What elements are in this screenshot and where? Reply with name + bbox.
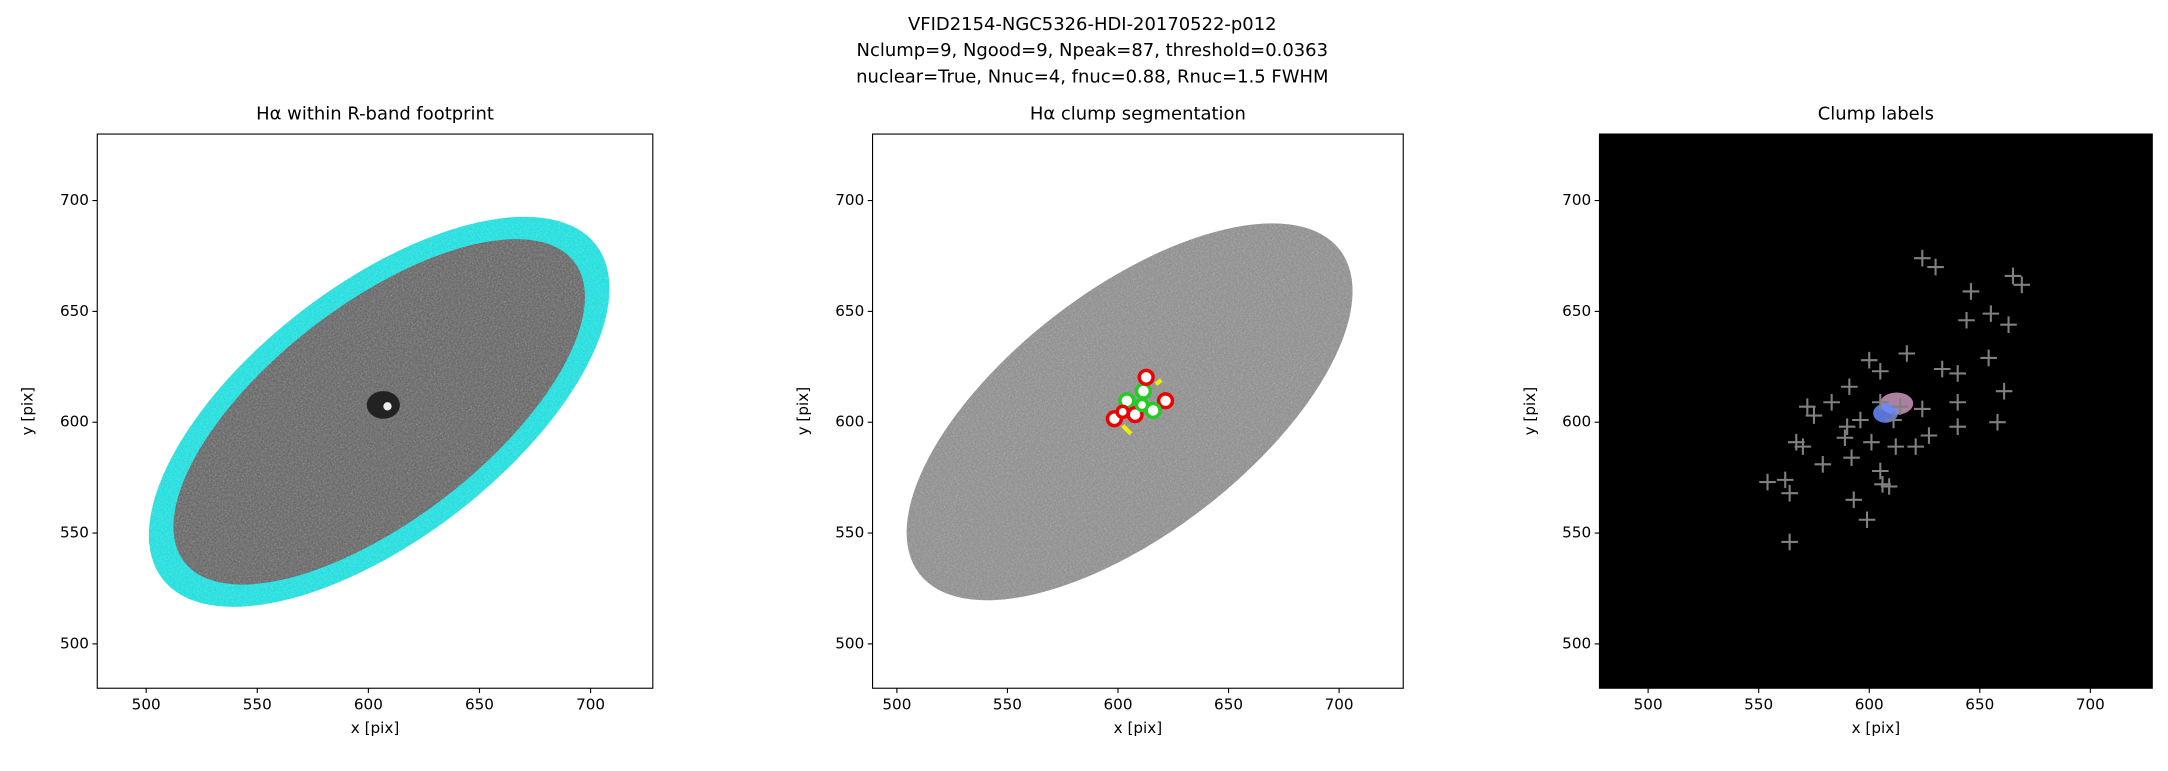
peak-marker — [1874, 475, 1891, 493]
y-tick-label: 650 — [60, 302, 89, 320]
peak-marker — [1872, 462, 1889, 480]
axes-frame — [872, 133, 1404, 689]
peak-marker — [1843, 449, 1860, 466]
peak-marker — [1858, 511, 1876, 529]
panel-title: Hα within R-band footprint — [256, 104, 494, 125]
x-axis-label: x [pix] — [1114, 719, 1163, 737]
peak-marker — [1838, 418, 1856, 435]
y-tick-label: 600 — [60, 413, 89, 431]
axes-frame — [1598, 133, 2153, 689]
peak-marker — [1949, 393, 1966, 411]
peak-marker — [1962, 283, 1980, 300]
y-tick-label: 700 — [1562, 191, 1591, 209]
peak-marker — [1863, 433, 1880, 451]
y-tick-label: 550 — [835, 524, 864, 542]
peak-marker — [1841, 378, 1858, 396]
peak-marker — [1907, 438, 1924, 455]
x-tick-label: 550 — [993, 695, 1022, 713]
y-axis-label: y [pix] — [19, 387, 37, 436]
peak-marker — [2000, 316, 2017, 333]
y-axis-label: y [pix] — [794, 387, 812, 436]
peak-marker — [1989, 413, 2006, 431]
x-tick-label: 600 — [354, 695, 383, 713]
y-tick-label: 500 — [60, 634, 89, 652]
y-tick-label: 500 — [1562, 634, 1591, 652]
x-tick-label: 700 — [576, 695, 605, 713]
peak-marker — [1885, 411, 1902, 429]
x-tick-label: 500 — [882, 695, 911, 713]
y-tick-label: 600 — [835, 413, 864, 431]
peak-marker — [1823, 393, 1840, 411]
peak-marker — [1949, 365, 1966, 382]
x-tick-label: 700 — [1325, 695, 1354, 713]
axes-frame — [96, 133, 654, 689]
peak-marker — [1852, 411, 1869, 429]
peak-marker — [1958, 311, 1975, 329]
peak-marker — [1980, 349, 1997, 367]
figure-title: Nclump=9, Ngood=9, Npeak=87, threshold=0… — [857, 40, 1328, 61]
peak-marker — [2004, 267, 2022, 285]
x-tick-label: 500 — [1634, 695, 1663, 713]
y-tick-label: 500 — [835, 634, 864, 652]
peak-marker — [1933, 360, 1951, 378]
peak-marker — [1949, 418, 1966, 435]
y-tick-label: 700 — [835, 191, 864, 209]
y-tick-label: 550 — [60, 524, 89, 542]
figure-title: nuclear=True, Nnuc=4, fnuc=0.88, Rnuc=1.… — [856, 66, 1328, 87]
peak-marker — [1781, 484, 1798, 502]
x-tick-label: 550 — [1744, 695, 1773, 713]
peak-marker — [1914, 400, 1931, 418]
panel-title: Hα clump segmentation — [1030, 104, 1246, 125]
panel-title: Clump labels — [1818, 104, 1934, 125]
peak-marker — [1891, 398, 1909, 415]
peak-marker — [1845, 491, 1863, 509]
x-tick-label: 500 — [132, 695, 161, 713]
y-tick-label: 550 — [1562, 524, 1591, 542]
y-tick-label: 700 — [60, 191, 89, 209]
peak-marker — [1982, 305, 2000, 322]
figure-title: VFID2154-NGC5326-HDI-20170522-p012 — [908, 14, 1277, 35]
y-tick-label: 650 — [835, 302, 864, 320]
x-tick-label: 600 — [1103, 695, 1132, 713]
image-labels — [1599, 134, 2153, 689]
peak-marker — [1759, 473, 1776, 491]
peak-marker — [1787, 433, 1805, 451]
peak-marker — [1898, 345, 1916, 362]
peak-marker — [1880, 478, 1898, 495]
peak-marker — [1887, 438, 1905, 455]
peak-marker — [1872, 362, 1889, 380]
peak-marker — [1920, 427, 1938, 444]
peak-marker — [1914, 249, 1931, 267]
x-tick-label: 700 — [2076, 695, 2105, 713]
x-axis-label: x [pix] — [1852, 719, 1901, 737]
peak-marker — [1860, 351, 1878, 369]
peak-marker — [1995, 382, 2013, 400]
peak-marker — [1805, 407, 1823, 424]
peak-marker — [1927, 258, 1944, 276]
x-tick-label: 650 — [1965, 695, 1994, 713]
x-tick-label: 600 — [1855, 695, 1884, 713]
peak-marker — [1836, 429, 1854, 447]
image-halpha — [148, 216, 610, 607]
y-axis-label: y [pix] — [1521, 387, 1539, 436]
y-tick-label: 650 — [1562, 302, 1591, 320]
peak-marker — [1776, 471, 1794, 489]
peak-marker — [1872, 393, 1889, 411]
x-tick-label: 650 — [465, 695, 494, 713]
peak-marker — [2013, 276, 2031, 294]
x-axis-label: x [pix] — [351, 719, 400, 737]
peak-marker — [1814, 456, 1832, 473]
y-tick-label: 600 — [1562, 413, 1591, 431]
x-tick-label: 550 — [243, 695, 272, 713]
peak-marker — [1781, 533, 1798, 551]
peak-marker — [1794, 438, 1812, 455]
peak-marker — [1799, 398, 1816, 415]
x-tick-label: 650 — [1214, 695, 1243, 713]
image-segmentation — [906, 223, 1353, 601]
